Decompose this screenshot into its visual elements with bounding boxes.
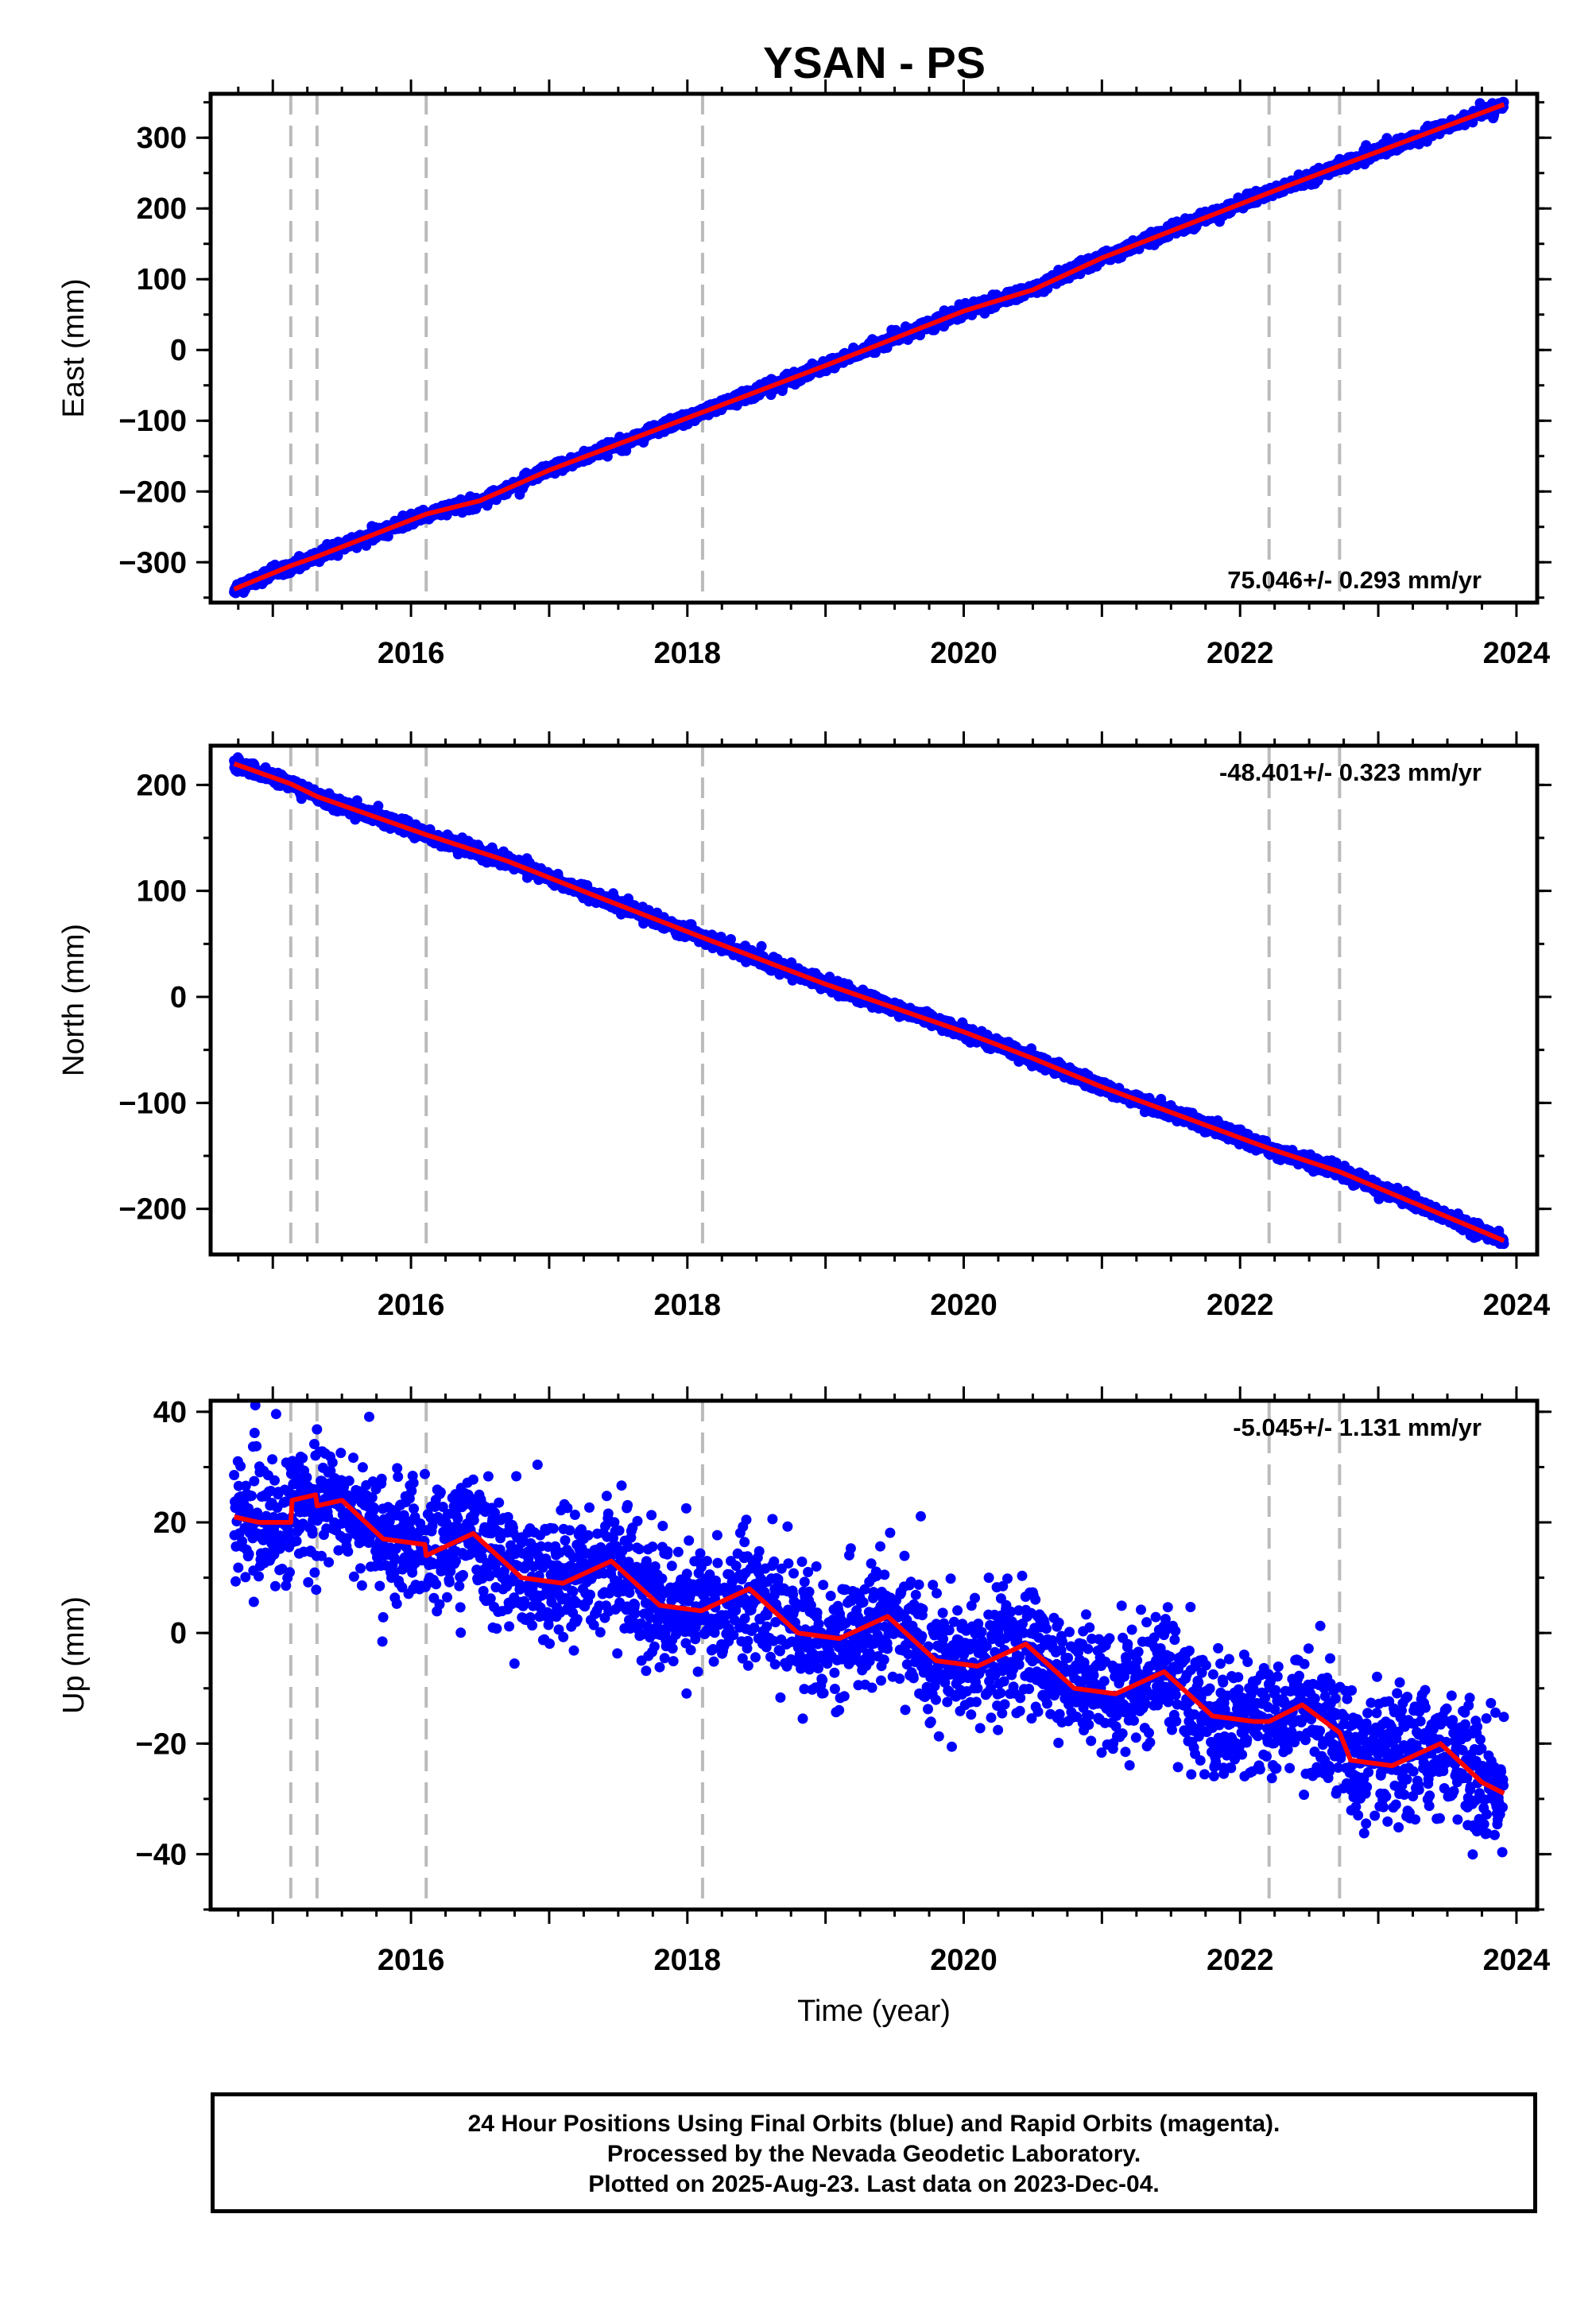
y-axis-label: East (mm)	[57, 278, 91, 417]
x-tick-label: 2018	[654, 637, 722, 670]
y-tick-label: 200	[137, 192, 187, 226]
model-line	[233, 102, 1505, 591]
y-tick-label: −200	[118, 475, 187, 509]
data-point	[602, 451, 613, 462]
x-tick-label: 2024	[1483, 637, 1551, 670]
x-tick-label: 2020	[930, 637, 998, 670]
y-tick-label: 100	[137, 263, 187, 297]
y-tick-label: 0	[170, 334, 187, 367]
x-tick-label: 2016	[378, 637, 445, 670]
velocity-label: 75.046+/- 0.293 mm/yr	[1227, 566, 1482, 594]
y-tick-label: 300	[137, 122, 187, 155]
y-tick-label: −100	[118, 405, 187, 438]
plot-frame	[208, 91, 1540, 605]
figure-title: YSAN - PS	[763, 37, 986, 87]
plot-area	[229, 94, 1509, 603]
data-point	[373, 801, 384, 812]
y-tick-label: −300	[118, 546, 187, 580]
plot-area	[229, 746, 1509, 1254]
x-tick-label: 2022	[1207, 637, 1274, 670]
north-panel: 2016 2018 2020 2022 2024−200−1000100200North…	[57, 731, 1551, 1322]
data-point	[756, 940, 767, 952]
east-panel: 2016 2018 2020 2022 2024 −300 −200 −100 0 100 200 3…	[57, 79, 1551, 670]
